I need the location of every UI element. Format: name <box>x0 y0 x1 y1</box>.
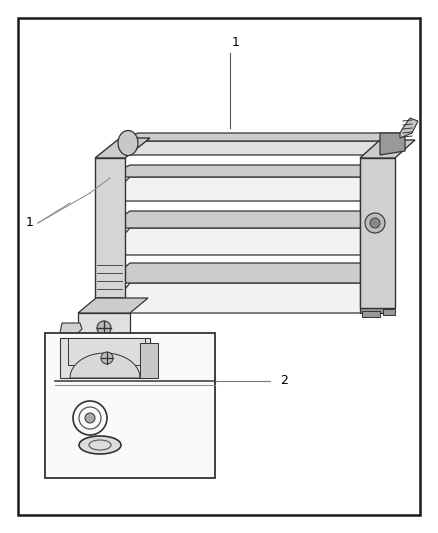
Circle shape <box>370 218 380 228</box>
Text: 2: 2 <box>280 375 288 387</box>
Polygon shape <box>362 311 380 317</box>
Circle shape <box>97 321 111 335</box>
Polygon shape <box>78 313 130 343</box>
Polygon shape <box>105 165 385 177</box>
Ellipse shape <box>118 131 138 156</box>
Ellipse shape <box>79 436 121 454</box>
Polygon shape <box>140 343 158 378</box>
Polygon shape <box>95 138 150 158</box>
Polygon shape <box>58 338 92 358</box>
Circle shape <box>365 213 385 233</box>
Polygon shape <box>60 338 150 378</box>
Polygon shape <box>118 133 400 141</box>
Circle shape <box>101 352 113 364</box>
Polygon shape <box>380 133 405 155</box>
Text: 1: 1 <box>26 216 34 230</box>
Bar <box>45 333 215 478</box>
Polygon shape <box>85 313 125 338</box>
Polygon shape <box>383 309 395 315</box>
Polygon shape <box>118 141 400 155</box>
Polygon shape <box>105 228 385 255</box>
Polygon shape <box>400 118 418 138</box>
Polygon shape <box>105 211 385 228</box>
Text: 1: 1 <box>232 36 240 49</box>
Polygon shape <box>70 353 140 378</box>
Polygon shape <box>78 340 130 345</box>
Polygon shape <box>105 177 385 201</box>
Polygon shape <box>360 158 395 308</box>
Polygon shape <box>105 283 385 313</box>
Polygon shape <box>360 163 390 313</box>
Polygon shape <box>62 353 86 370</box>
Polygon shape <box>360 140 415 158</box>
Polygon shape <box>60 323 82 335</box>
Polygon shape <box>68 338 145 365</box>
Polygon shape <box>95 158 125 318</box>
Polygon shape <box>105 263 385 283</box>
Polygon shape <box>78 298 148 313</box>
Circle shape <box>85 413 95 423</box>
